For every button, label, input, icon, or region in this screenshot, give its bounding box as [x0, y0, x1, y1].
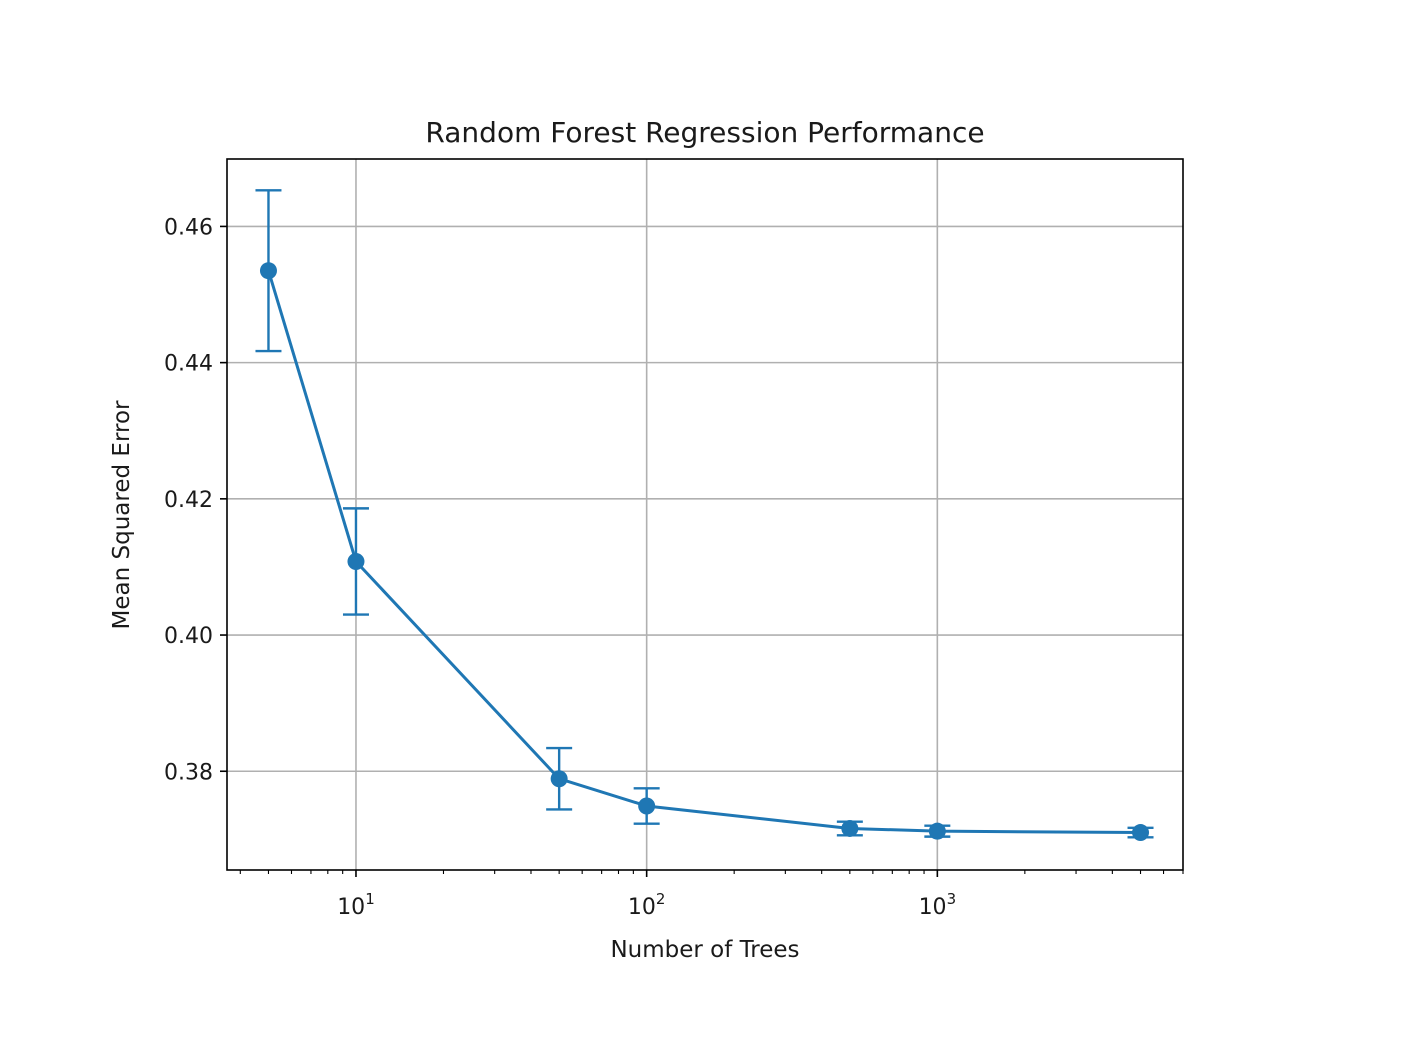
data-point [638, 797, 656, 815]
grid-layer [227, 159, 1183, 870]
data-point [1132, 824, 1150, 842]
data-point [550, 770, 568, 788]
data-point [928, 822, 946, 840]
y-tick-label: 0.42 [164, 488, 213, 513]
plot-frame [226, 158, 1184, 871]
x-tick-label: 102 [628, 890, 666, 920]
y-axis-label: Mean Squared Error [109, 400, 135, 629]
x-tick-label: 101 [337, 890, 375, 920]
y-tick-label: 0.38 [164, 760, 213, 785]
data-point [841, 819, 859, 837]
y-tick-label: 0.44 [164, 352, 213, 377]
y-tick-label: 0.40 [164, 624, 213, 649]
series-line [267, 270, 1141, 835]
y-tick-label: 0.46 [164, 215, 213, 240]
x-axis-label: Number of Trees [610, 937, 799, 963]
ticks-layer: 101 102 103 0.38 0.40 0.42 0.44 0.46 [164, 215, 1184, 920]
chart-title: Random Forest Regression Performance [425, 116, 984, 149]
series-layer [255, 189, 1154, 842]
data-point [347, 552, 365, 570]
data-point [259, 262, 277, 280]
x-tick-label: 103 [919, 890, 957, 920]
